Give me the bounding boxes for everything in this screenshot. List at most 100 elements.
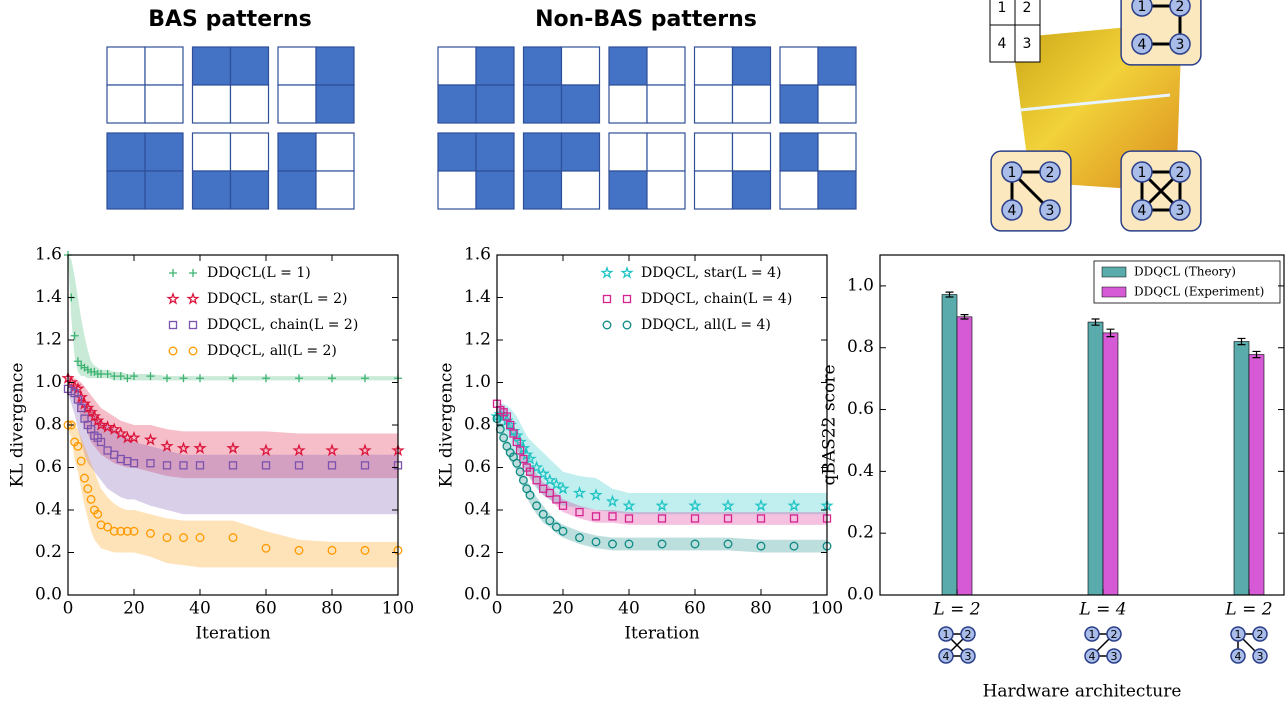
pattern-cell xyxy=(560,132,601,172)
marker xyxy=(602,294,612,304)
marker xyxy=(558,501,568,510)
pattern-cell xyxy=(817,170,857,210)
x-tick-label: 0 xyxy=(492,599,503,619)
marker xyxy=(189,269,197,277)
marker xyxy=(143,432,158,446)
node-label: 4 xyxy=(1008,203,1017,219)
marker xyxy=(226,441,240,454)
pattern-cell xyxy=(646,46,686,86)
graph-node xyxy=(1039,199,1061,221)
graph-node xyxy=(1106,626,1122,642)
x-tick-label: 100 xyxy=(811,599,843,619)
pattern-cell xyxy=(191,84,232,124)
graph-node xyxy=(1001,199,1023,221)
pattern-cell xyxy=(693,84,734,124)
pattern-cell xyxy=(608,46,648,86)
marker xyxy=(116,372,125,381)
node-label: 4 xyxy=(1138,203,1147,219)
marker xyxy=(188,320,198,330)
legend-label: DDQCL, all(L = 4) xyxy=(641,317,771,333)
marker xyxy=(723,539,733,549)
legend-label: DDQCL(L = 1) xyxy=(207,265,311,281)
marker xyxy=(294,545,304,555)
pattern-cell xyxy=(437,170,477,210)
graph-node xyxy=(1131,33,1153,55)
marker xyxy=(100,420,115,433)
pattern-cell xyxy=(731,46,772,86)
graph-node xyxy=(1169,0,1191,17)
marker xyxy=(539,484,548,493)
pattern-cell xyxy=(779,170,819,210)
y-tick-label: 1.4 xyxy=(464,287,491,307)
pattern-cell xyxy=(229,84,270,124)
marker xyxy=(532,476,541,485)
marker xyxy=(545,516,555,526)
marker xyxy=(130,372,138,381)
graph-node xyxy=(938,626,954,642)
legend-label: DDQCL, all(L = 2) xyxy=(207,343,337,359)
marker xyxy=(122,526,132,536)
marker xyxy=(96,437,106,447)
y-tick-label: 0.6 xyxy=(847,399,874,419)
marker xyxy=(515,467,525,477)
pattern-cell xyxy=(475,84,515,124)
marker xyxy=(721,498,735,512)
marker xyxy=(228,461,238,470)
pattern-cell xyxy=(608,170,648,210)
marker xyxy=(76,456,86,466)
confidence-band xyxy=(68,374,398,479)
pattern-cell xyxy=(522,132,563,172)
node-label: 3 xyxy=(1176,203,1185,219)
marker xyxy=(515,446,525,455)
legend-label: DDQCL, star(L = 4) xyxy=(641,265,781,281)
bar xyxy=(1087,321,1104,596)
marker xyxy=(103,446,112,455)
marker xyxy=(575,533,584,543)
y-tick-label: 1.2 xyxy=(464,330,491,350)
grid-label: 3 xyxy=(1023,36,1032,52)
y-tick-label: 0.8 xyxy=(464,415,491,435)
x-tick-label: 40 xyxy=(618,599,640,619)
marker xyxy=(624,539,634,549)
x-tick-label: L = 4 xyxy=(1078,600,1126,620)
pattern-cell xyxy=(693,170,734,210)
pattern-cell xyxy=(817,132,857,172)
graph-node xyxy=(1169,199,1191,221)
marker xyxy=(73,357,82,366)
pattern-cell xyxy=(277,170,317,210)
pattern-cell xyxy=(522,170,563,210)
marker xyxy=(756,541,766,551)
y-tick-label: 0.4 xyxy=(847,461,874,481)
marker xyxy=(591,512,601,521)
pattern-cell xyxy=(191,132,232,172)
x-tick-label: 60 xyxy=(255,599,277,619)
pattern-cell xyxy=(315,46,355,86)
node-label: 2 xyxy=(1046,165,1055,181)
graph-node xyxy=(1001,161,1023,183)
marker xyxy=(70,331,79,340)
marker xyxy=(188,346,198,356)
confidence-band xyxy=(68,382,398,515)
marker xyxy=(229,374,237,383)
confidence-band xyxy=(497,397,827,525)
marker xyxy=(179,461,188,470)
graph-node xyxy=(1252,648,1268,664)
marker xyxy=(622,320,632,330)
node-label: 3 xyxy=(1046,203,1055,219)
graph-node xyxy=(960,648,976,664)
pattern-cell xyxy=(560,170,601,210)
pattern-cell xyxy=(646,84,686,124)
marker xyxy=(657,514,667,523)
pattern-cell xyxy=(315,84,355,124)
y-tick-label: 0.2 xyxy=(847,523,874,543)
y-tick-label: 1.0 xyxy=(35,372,62,392)
marker xyxy=(328,374,336,383)
pattern-cell xyxy=(106,46,146,86)
marker xyxy=(179,374,188,383)
marker xyxy=(186,292,200,305)
node-label: 1 xyxy=(1138,165,1147,181)
y-tick-label: 1.6 xyxy=(464,245,491,265)
bar xyxy=(1248,354,1265,596)
marker xyxy=(787,498,801,512)
error-bar xyxy=(1106,328,1115,338)
